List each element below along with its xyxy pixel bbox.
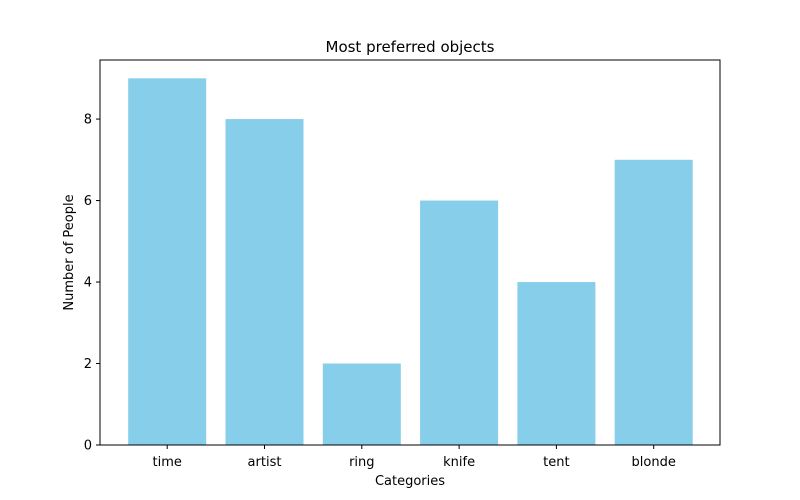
- x-tick-label: knife: [443, 455, 475, 470]
- bar-ring: [322, 363, 401, 445]
- y-axis-label: Number of People: [62, 194, 77, 310]
- y-tick-label: 8: [84, 113, 92, 128]
- bars-layer: [128, 78, 693, 445]
- bar-blonde: [614, 159, 693, 445]
- chart-title: Most preferred objects: [326, 38, 495, 56]
- y-tick-label: 0: [84, 439, 92, 454]
- x-tick-label: ring: [349, 455, 374, 470]
- y-tick-label: 6: [84, 194, 92, 209]
- y-tick-label: 2: [84, 357, 92, 372]
- bar-artist: [225, 119, 304, 445]
- x-axis-ticks: time artist ring knife tent blonde: [153, 445, 676, 470]
- bar-tent: [517, 282, 596, 445]
- x-tick-label: time: [153, 455, 182, 470]
- bar-knife: [420, 200, 499, 445]
- y-axis-ticks: 0 2 4 6 8: [84, 113, 100, 454]
- x-tick-label: tent: [543, 455, 569, 470]
- plot-frame: [99, 59, 721, 446]
- x-axis-label: Categories: [375, 474, 445, 489]
- x-tick-label: artist: [248, 455, 282, 470]
- bar-time: [128, 78, 207, 445]
- x-tick-label: blonde: [632, 455, 676, 470]
- y-tick-label: 4: [84, 276, 92, 291]
